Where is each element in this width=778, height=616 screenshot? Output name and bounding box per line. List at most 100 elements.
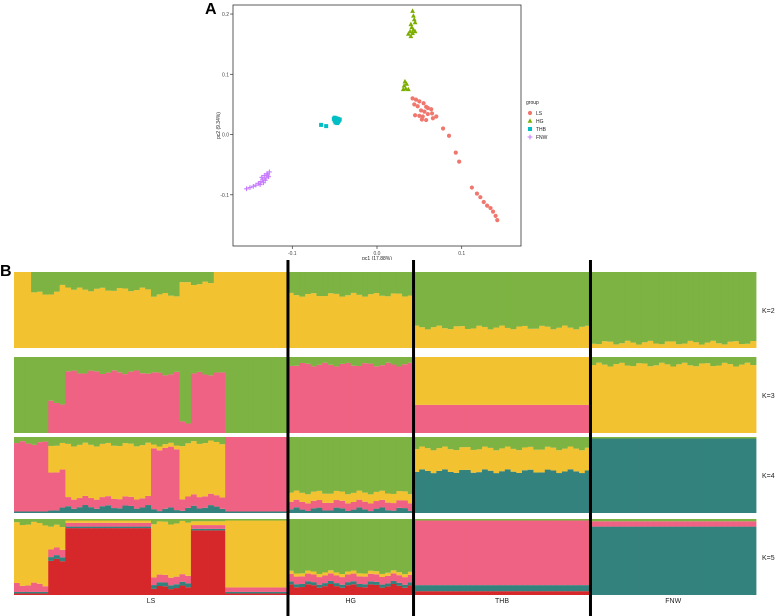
panel-label-b: B [0,263,12,280]
ancestry-bar-segment [139,519,146,521]
ancestry-bar-segment [139,498,146,508]
ancestry-bar-segment [139,528,146,595]
ancestry-bar-segment [447,329,454,348]
ancestry-bar-segment [704,342,711,348]
ancestry-bar-segment [453,326,460,348]
ancestry-bar-segment [93,528,101,595]
ancestry-bar-segment [579,519,586,521]
ancestry-bar-segment [65,287,72,348]
ancestry-bar-segment [521,404,529,433]
ancestry-bar-segment [282,511,289,513]
ancestry-bar-segment [287,509,295,513]
ancestry-bar-segment [59,272,66,285]
data-point [422,109,427,114]
ancestry-bar-segment [681,343,688,348]
ancestry-bar-segment [385,357,392,363]
ancestry-bar-segment [499,325,506,348]
ancestry-bar-segment [14,591,21,594]
ancestry-bar-segment [48,549,55,558]
ancestry-bar-segment [128,519,135,521]
ancestry-bar-segment [333,575,340,584]
ancestry-bar-segment [133,520,140,523]
ancestry-bar-segment [276,593,283,595]
ancestry-bar-segment [676,364,683,433]
ancestry-bar-segment [527,520,534,586]
ancestry-bar-segment [567,327,574,348]
ancestry-bar-segment [173,510,180,513]
ancestry-bar-segment [208,528,215,531]
ancestry-bar-segment [253,519,260,521]
ancestry-bar-segment [499,437,506,449]
ancestry-bar-segment [636,363,643,433]
ancestry-bar-segment [670,366,677,433]
ancestry-bar-segment [276,591,283,594]
ancestry-bar-segment [738,437,745,439]
ancestry-bar-segment [601,526,608,595]
ancestry-bar-segment [42,357,49,433]
ancestry-bar-segment [82,373,89,433]
ancestry-bar-segment [248,437,255,512]
ancestry-bar-segment [305,573,312,582]
ancestry-bar-segment [413,357,420,405]
ancestry-bar-segment [230,272,237,348]
ancestry-bar-segment [459,272,466,327]
ancestry-bar-segment [287,573,295,582]
ancestry-bar-segment [670,519,677,522]
ancestry-bar-segment [573,272,580,330]
ancestry-bar-segment [721,272,728,345]
ancestry-bar-segment [111,528,118,595]
ancestry-bar-segment [82,442,89,496]
ancestry-bar-segment [738,364,745,433]
ancestry-bar-segment [225,591,232,594]
ancestry-bar-segment [476,449,483,473]
ancestry-bar-segment [236,437,243,512]
ancestry-bar-segment [196,443,203,498]
ancestry-bar-segment [516,450,523,473]
data-point [429,111,435,116]
ancestry-bar-segment [464,585,472,592]
population-label: FNW [665,598,681,605]
data-point [469,185,474,190]
ancestry-bar-segment [527,591,534,595]
ancestry-bar-segment [196,497,203,509]
ancestry-bar-segment [647,272,654,341]
ancestry-bar-segment [282,357,289,433]
ancestry-bar-segment [99,272,106,288]
ancestry-bar-segment [59,442,66,470]
ancestry-bar-segment [299,587,306,595]
ancestry-bar-segment [516,591,523,595]
ancestry-bar-segment [122,443,129,497]
ancestry-bar-segment [362,296,369,348]
ancestry-bar-segment [350,519,357,571]
ancestry-bar-segment [316,587,323,595]
ancestry-bar-segment [453,591,460,595]
ancestry-bar-segment [579,591,586,595]
ancestry-bar-segment [670,526,677,595]
ancestry-bar-segment [464,469,472,513]
ancestry-bar-segment [93,499,101,509]
k-row-label: K=5 [762,555,775,562]
ancestry-bar-segment [310,357,317,367]
data-point [434,114,439,119]
ancestry-bar-segment [430,473,437,513]
ancestry-bar-segment [379,365,386,433]
ancestry-bar-segment [173,588,180,595]
data-point [263,175,269,181]
ancestry-bar-segment [601,438,608,513]
ancestry-bar-segment [544,357,551,405]
ancestry-bar-segment [253,587,260,592]
ancestry-bar-segment [670,341,677,348]
legend-item: THB [528,127,547,133]
ancestry-bar-segment [556,450,563,474]
ancestry-bar-segment [88,498,95,508]
ancestry-bar-segment [93,446,101,500]
admixture-row-k3 [14,357,757,433]
ancestry-bar-segment [636,438,643,513]
ancestry-bar-segment [150,509,158,513]
ancestry-bar-segment [133,526,140,529]
ancestry-bar-segment [305,584,312,595]
ancestry-bar-segment [385,510,392,513]
ancestry-bar-segment [350,292,357,348]
ancestry-bar-segment [738,344,745,348]
ancestry-bar-segment [293,519,300,574]
